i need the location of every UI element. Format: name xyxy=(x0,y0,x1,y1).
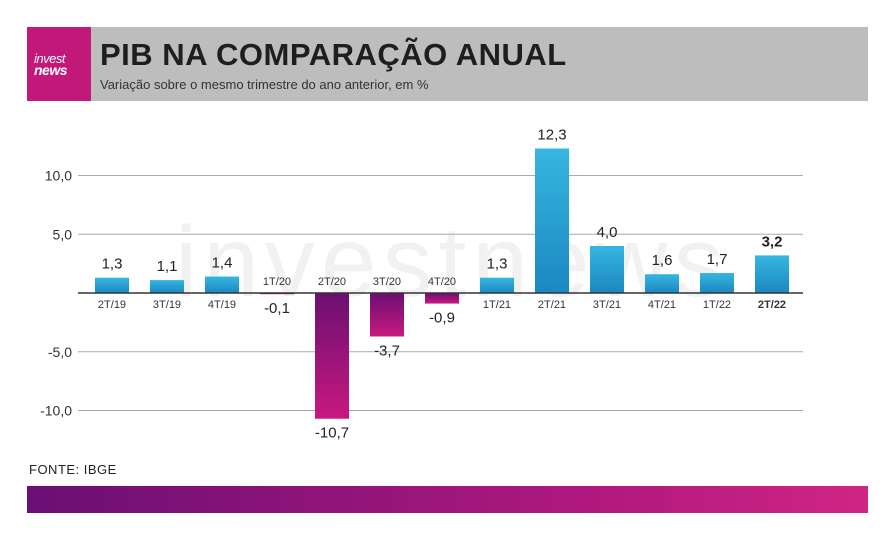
y-tick-label: -10,0 xyxy=(40,403,72,419)
x-tick-label: 2T/21 xyxy=(538,299,566,311)
data-label: 1,6 xyxy=(652,252,673,269)
bar xyxy=(535,148,569,293)
x-tick-label: 3T/20 xyxy=(373,276,401,288)
y-tick-label: 10,0 xyxy=(45,168,72,184)
data-label: 12,3 xyxy=(537,126,566,143)
bar xyxy=(315,293,349,419)
data-label: -0,1 xyxy=(264,300,290,317)
bar xyxy=(150,280,184,293)
bar xyxy=(370,293,404,337)
data-label: 1,3 xyxy=(487,256,508,273)
chart-header: invest news PIB NA COMPARAÇÃO ANUAL Vari… xyxy=(27,27,868,101)
bar xyxy=(425,293,459,304)
x-tick-label: 1T/22 xyxy=(703,299,731,311)
bar xyxy=(590,246,624,293)
x-tick-label: 2T/19 xyxy=(98,299,126,311)
x-tick-label: 3T/21 xyxy=(593,299,621,311)
source-note: FONTE: IBGE xyxy=(29,462,117,477)
bar xyxy=(95,277,129,293)
y-tick-label: 5,0 xyxy=(53,226,73,242)
data-label: 3,2 xyxy=(762,233,783,250)
x-tick-label: 4T/20 xyxy=(428,276,456,288)
x-tick-label: 1T/21 xyxy=(483,299,511,311)
data-label: 1,1 xyxy=(157,258,178,275)
data-label: 1,4 xyxy=(212,255,233,272)
logo-text-bottom: news xyxy=(34,62,68,78)
data-label: -3,7 xyxy=(374,342,400,359)
chart-subtitle: Variação sobre o mesmo trimestre do ano … xyxy=(100,77,429,92)
bar xyxy=(700,273,734,293)
x-tick-label: 2T/22 xyxy=(758,299,786,311)
x-tick-label: 3T/19 xyxy=(153,299,181,311)
logo-text-top: invest xyxy=(34,51,65,66)
data-label: 4,0 xyxy=(597,224,618,241)
bar xyxy=(645,274,679,293)
bar xyxy=(480,277,514,293)
investnews-logo: invest news xyxy=(27,27,91,101)
data-label: 1,3 xyxy=(102,256,123,273)
data-label: -0,9 xyxy=(429,310,455,327)
bar xyxy=(755,255,789,293)
x-tick-label: 4T/21 xyxy=(648,299,676,311)
data-label: -10,7 xyxy=(315,425,349,442)
data-label: 1,7 xyxy=(707,251,728,268)
bar xyxy=(205,276,239,293)
footer-bar xyxy=(27,486,868,513)
x-tick-label: 1T/20 xyxy=(263,276,291,288)
x-tick-label: 2T/20 xyxy=(318,276,346,288)
x-tick-label: 4T/19 xyxy=(208,299,236,311)
chart-title: PIB NA COMPARAÇÃO ANUAL xyxy=(100,37,567,72)
y-tick-label: -5,0 xyxy=(48,344,72,360)
